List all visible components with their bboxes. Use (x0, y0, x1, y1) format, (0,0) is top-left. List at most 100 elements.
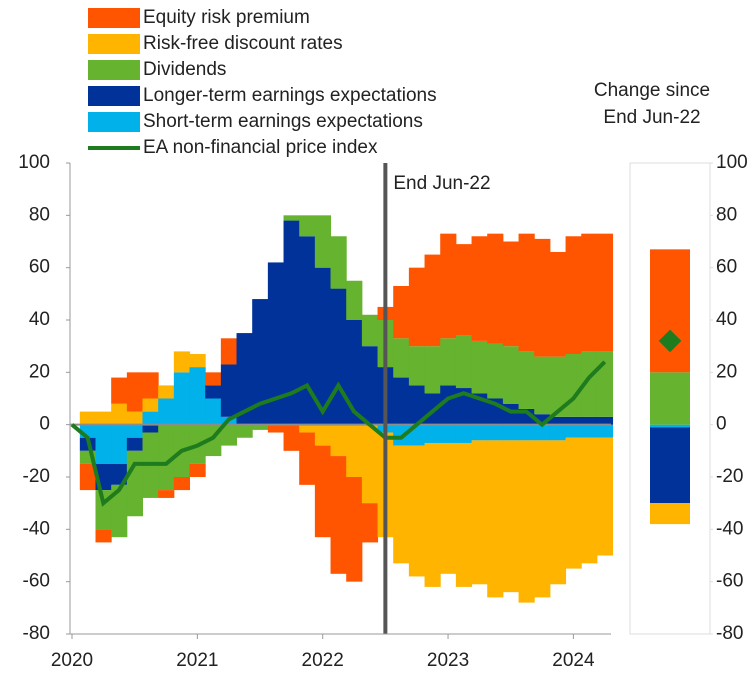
legend-swatch (88, 112, 140, 132)
annotation: End Jun-22 (393, 173, 490, 194)
panel-title: Change since (594, 80, 710, 101)
area-segment (596, 416, 614, 425)
area-segment (487, 424, 504, 441)
y-tick-label: 60 (29, 257, 50, 278)
area-segment (220, 424, 238, 446)
area-segment (330, 424, 347, 457)
area-segment (581, 437, 598, 564)
y-tick-label: -20 (23, 466, 50, 487)
area-segment (205, 372, 222, 386)
area-segment (502, 424, 520, 441)
legend-label: Longer-term earnings expectations (143, 85, 437, 106)
area-segment (173, 477, 191, 491)
x-tick-label: 2024 (552, 650, 595, 671)
legend-label: EA non-financial price index (143, 137, 378, 158)
area-segment (299, 424, 316, 433)
y2-tick-label: -60 (716, 571, 743, 592)
area-segment (330, 288, 347, 425)
area-segment (361, 346, 379, 425)
area-segment (424, 442, 441, 587)
area-segment (424, 254, 441, 347)
area-segment (314, 424, 332, 446)
y2-tick-label: 40 (716, 309, 737, 330)
area-segment (534, 414, 551, 425)
area-segment (126, 411, 144, 425)
area-segment (455, 244, 473, 336)
y-tick-label: 80 (29, 204, 50, 225)
area-segment (111, 424, 128, 464)
area-segment (534, 424, 551, 441)
area-segment (173, 351, 191, 373)
area-segment (440, 424, 457, 443)
area-segment (95, 529, 112, 543)
area-segment (502, 241, 520, 347)
area-segment (79, 463, 97, 491)
y2-tick-label: 100 (716, 152, 748, 173)
legend-swatch (88, 34, 140, 54)
marker (658, 329, 682, 353)
area-segment (581, 424, 598, 438)
legend-swatch (88, 86, 140, 106)
area-segment (142, 411, 159, 425)
y-tick-label: 40 (29, 309, 50, 330)
area-segment (455, 442, 473, 587)
area-segment (252, 424, 269, 430)
area-segment (111, 484, 128, 538)
area-segment (299, 236, 316, 425)
area-segment (346, 280, 363, 320)
area-segment (596, 233, 614, 352)
legend-swatch (88, 8, 140, 28)
bar-segment (650, 372, 690, 425)
area-segment (126, 450, 144, 517)
area-segment (518, 424, 535, 441)
area-segment (565, 416, 582, 425)
area-segment (205, 385, 222, 399)
area-segment (314, 267, 332, 425)
area-segment (142, 424, 159, 433)
area-segment (549, 416, 567, 425)
area-segment (581, 233, 598, 352)
area-segment (549, 356, 567, 417)
area-segment (455, 424, 473, 443)
y-tick-label: -60 (23, 571, 50, 592)
area-segment (471, 340, 488, 394)
area-segment (549, 424, 567, 441)
legend-label: Risk-free discount rates (143, 33, 343, 54)
legend-label: Dividends (143, 59, 226, 80)
area-segment (299, 432, 316, 485)
area-segment (455, 388, 473, 425)
panel-frame (629, 162, 711, 635)
area-segment (252, 299, 269, 425)
area-segment (455, 335, 473, 389)
area-segment (487, 440, 504, 598)
area-segment (518, 351, 535, 409)
area-segment (518, 233, 535, 352)
area-segment (440, 233, 457, 339)
area-segment (142, 372, 159, 399)
area-segment (534, 440, 551, 598)
area-segment (189, 463, 206, 477)
area-segment (346, 477, 363, 582)
panel-title: End Jun-22 (603, 107, 700, 128)
area-segment (534, 238, 551, 357)
x-tick-label: 2022 (302, 650, 344, 671)
area-segment (158, 398, 175, 425)
y2-tick-label: 0 (716, 414, 727, 435)
area-segment (158, 490, 175, 498)
area-segment (314, 215, 332, 268)
area-segment (205, 398, 222, 425)
area-segment (173, 372, 191, 425)
y2-tick-label: -40 (716, 518, 743, 539)
y2-tick-label: -20 (716, 466, 743, 487)
area-segment (330, 456, 347, 574)
y2-tick-label: -80 (716, 623, 743, 644)
area-segment (158, 424, 175, 491)
bar-segment (650, 249, 690, 373)
area-segment (220, 364, 238, 417)
area-segment (565, 236, 582, 355)
area-segment (393, 285, 410, 339)
y2-tick-label: 20 (716, 361, 737, 382)
area-segment (424, 346, 441, 394)
area-segment (549, 251, 567, 357)
